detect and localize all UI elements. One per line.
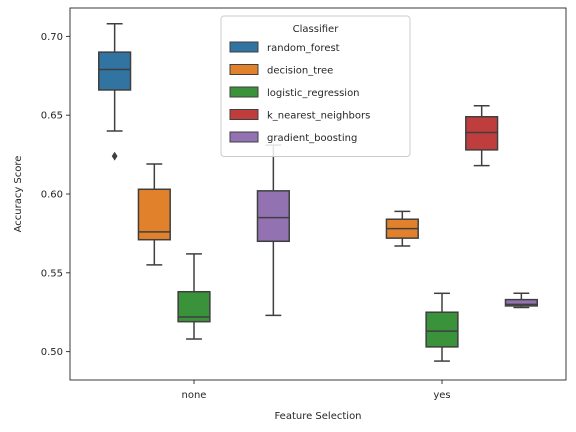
box-decision_tree-none: [137, 163, 171, 266]
plot-area: [98, 23, 538, 362]
box-iqr: [256, 190, 290, 243]
legend-entry-label: random_forest: [267, 43, 340, 54]
flier-point: [111, 151, 118, 161]
y-tick-label: 0.65: [41, 111, 63, 122]
box-decision_tree-yes: [385, 210, 419, 247]
box-k_nearest_neighbors-yes: [465, 104, 499, 167]
legend-entry-label: k_nearest_neighbors: [267, 111, 370, 122]
x-axis-label: Feature Selection: [274, 411, 361, 422]
legend-swatch: [229, 41, 259, 53]
y-tick-label: 0.55: [41, 268, 63, 279]
y-tick-label: 0.60: [41, 190, 63, 201]
legend-swatch: [229, 86, 259, 98]
x-tick-label: none: [182, 390, 207, 401]
legend-swatch: [229, 64, 259, 75]
legend-swatch: [229, 131, 259, 143]
box-iqr: [465, 116, 499, 151]
box-gradient_boosting-none: [256, 144, 290, 317]
axes: 0.50 0.55 0.60 0.65 0.70 none yes Feature Selec…: [13, 7, 567, 422]
box-iqr: [425, 311, 459, 348]
legend-entry-label: decision_tree: [267, 66, 333, 77]
y-tick-label: 0.70: [41, 32, 63, 43]
legend-box: [220, 15, 411, 157]
legend-title: Classifier: [293, 24, 340, 35]
box-iqr: [504, 298, 538, 307]
box-random_forest-none: [98, 23, 132, 161]
y-axis-label: Accuracy Score: [13, 156, 24, 233]
legend-entry-label: logistic_regression: [267, 88, 360, 99]
legend-swatch: [229, 109, 259, 120]
box-iqr: [98, 51, 132, 91]
box-logistic_regression-yes: [425, 292, 459, 362]
legend: Classifier random_forest decision_treelogi…: [220, 15, 411, 157]
box-gradient_boosting-yes: [504, 292, 538, 309]
x-tick-label: yes: [433, 390, 450, 401]
box-logistic_regression-none: [177, 253, 211, 340]
y-tick-label: 0.50: [41, 347, 63, 358]
legend-entry-label: gradient_boosting: [267, 133, 357, 144]
